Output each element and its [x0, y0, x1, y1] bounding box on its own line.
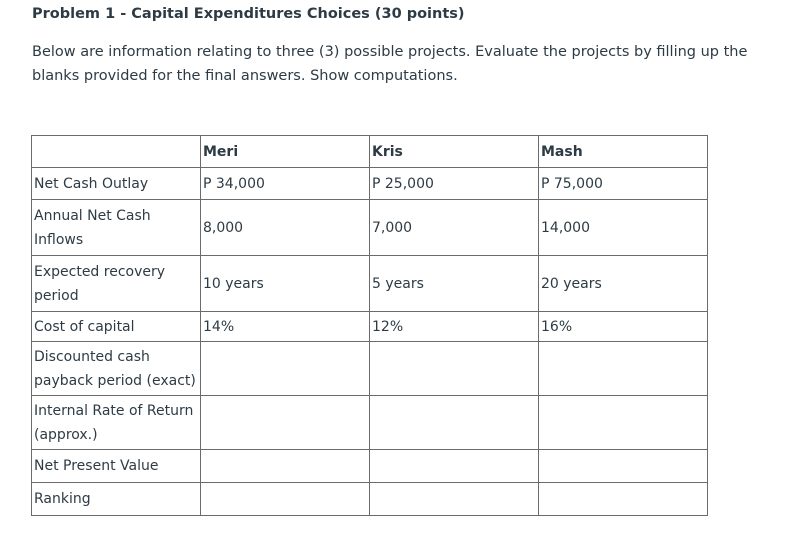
cell-mash: 16%: [538, 311, 708, 342]
header-cell-kris: Kris: [369, 135, 539, 168]
table-row-expected-recovery-period: Expected recovery period 10 years 5 year…: [31, 255, 708, 312]
row-label: Cost of capital: [31, 311, 201, 342]
answer-blank-meri[interactable]: [200, 449, 370, 483]
row-label: Net Present Value: [31, 449, 201, 483]
answer-blank-kris[interactable]: [369, 449, 539, 483]
table-header-row: Meri Kris Mash: [31, 135, 708, 168]
table-row-annual-net-cash-inflows: Annual Net Cash Inflows 8,000 7,000 14,0…: [31, 199, 708, 256]
table-row-internal-rate-of-return: Internal Rate of Return (approx.): [31, 395, 708, 450]
row-label: Expected recovery period: [31, 255, 201, 312]
cell-meri: 10 years: [200, 255, 370, 312]
row-label: Internal Rate of Return (approx.): [31, 395, 201, 450]
table-row-net-cash-outlay: Net Cash Outlay P 34,000 P 25,000 P 75,0…: [31, 167, 708, 200]
cell-kris: 12%: [369, 311, 539, 342]
projects-table: Meri Kris Mash Net Cash Outlay P 34,000 …: [31, 135, 708, 516]
answer-blank-mash[interactable]: [538, 482, 708, 516]
answer-blank-mash[interactable]: [538, 395, 708, 450]
problem-instructions: Below are information relating to three …: [32, 44, 748, 84]
answer-blank-mash[interactable]: [538, 341, 708, 396]
answer-blank-kris[interactable]: [369, 341, 539, 396]
answer-blank-meri[interactable]: [200, 341, 370, 396]
cell-mash: 14,000: [538, 199, 708, 256]
answer-blank-mash[interactable]: [538, 449, 708, 483]
table-row-net-present-value: Net Present Value: [31, 449, 708, 483]
table-row-cost-of-capital: Cost of capital 14% 12% 16%: [31, 311, 708, 342]
header-cell-empty: [31, 135, 201, 168]
header-cell-meri: Meri: [200, 135, 370, 168]
cell-meri: P 34,000: [200, 167, 370, 200]
cell-mash: P 75,000: [538, 167, 708, 200]
cell-mash: 20 years: [538, 255, 708, 312]
table-row-discounted-payback: Discounted cash payback period (exact): [31, 341, 708, 396]
cell-kris: P 25,000: [369, 167, 539, 200]
table-row-ranking: Ranking: [31, 482, 708, 516]
problem-title: Problem 1 - Capital Expenditures Choices…: [32, 6, 465, 22]
answer-blank-meri[interactable]: [200, 482, 370, 516]
cell-kris: 7,000: [369, 199, 539, 256]
cell-meri: 8,000: [200, 199, 370, 256]
answer-blank-meri[interactable]: [200, 395, 370, 450]
answer-blank-kris[interactable]: [369, 482, 539, 516]
row-label: Annual Net Cash Inflows: [31, 199, 201, 256]
cell-meri: 14%: [200, 311, 370, 342]
row-label: Net Cash Outlay: [31, 167, 201, 200]
header-cell-mash: Mash: [538, 135, 708, 168]
answer-blank-kris[interactable]: [369, 395, 539, 450]
cell-kris: 5 years: [369, 255, 539, 312]
row-label: Discounted cash payback period (exact): [31, 341, 201, 396]
row-label: Ranking: [31, 482, 201, 516]
